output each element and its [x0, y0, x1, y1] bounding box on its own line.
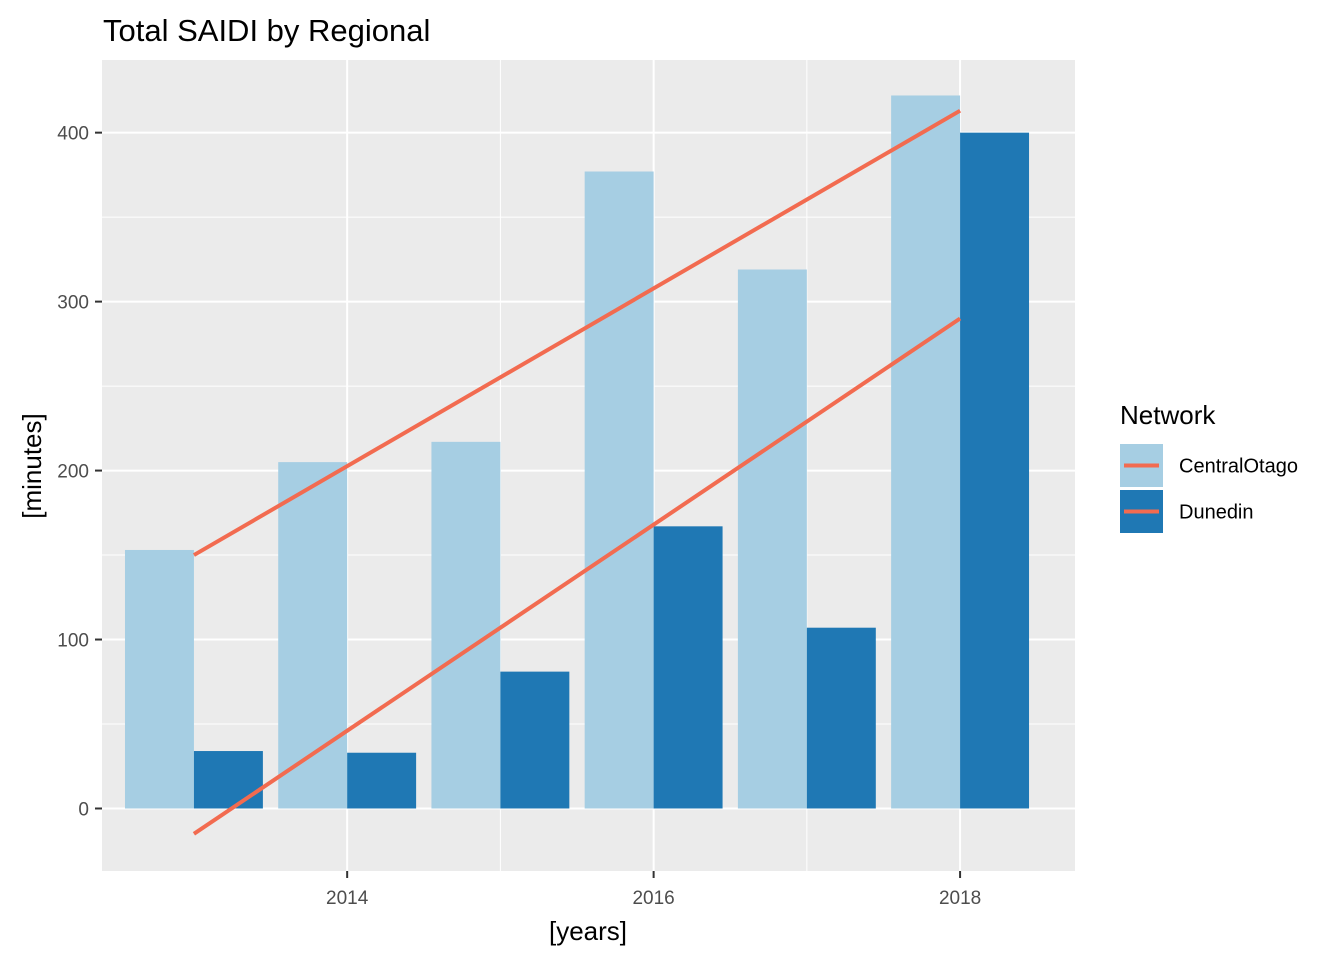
- bar-dunedin-2016: [653, 526, 723, 809]
- bar-centralotago-2018: [891, 95, 961, 809]
- trend-line-centralotago: [192, 108, 962, 557]
- trend-line-dunedin: [192, 316, 962, 836]
- bar-centralotago-2017: [737, 269, 807, 809]
- trend-lines: [192, 108, 962, 836]
- bar-centralotago-2016: [584, 171, 654, 809]
- x-tick-label: 2018: [939, 888, 981, 909]
- bars: [124, 95, 1030, 809]
- y-tick-label: 100: [57, 631, 89, 652]
- bar-dunedin-2018: [960, 132, 1030, 809]
- legend-label-dunedin: Dunedin: [1179, 502, 1254, 524]
- chart-title: Total SAIDI by Regional: [103, 13, 430, 48]
- bar-centralotago-2013: [124, 549, 194, 809]
- x-axis: 2014 2016 2018: [326, 871, 981, 909]
- bar-dunedin-2015: [500, 671, 570, 809]
- bar-dunedin-2014: [347, 752, 417, 809]
- x-axis-title: [years]: [549, 916, 627, 946]
- x-tick-label: 2014: [326, 888, 369, 909]
- y-tick-label: 0: [78, 799, 89, 820]
- bar-dunedin-2013: [193, 751, 263, 809]
- y-axis-title: [minutes]: [17, 413, 47, 519]
- bar-centralotago-2014: [278, 462, 348, 809]
- legend-label-centralotago: CentralOtago: [1179, 456, 1298, 478]
- y-tick-label: 400: [57, 124, 89, 145]
- bar-centralotago-2015: [431, 441, 501, 809]
- bar-dunedin-2017: [806, 627, 876, 809]
- y-tick-label: 200: [57, 462, 89, 483]
- legend-title: Network: [1120, 400, 1216, 430]
- x-tick-label: 2016: [632, 888, 674, 909]
- legend: Network CentralOtago Dunedin: [1120, 400, 1298, 533]
- y-tick-label: 300: [57, 293, 89, 314]
- y-axis: 0 100 200 300 400: [57, 124, 102, 820]
